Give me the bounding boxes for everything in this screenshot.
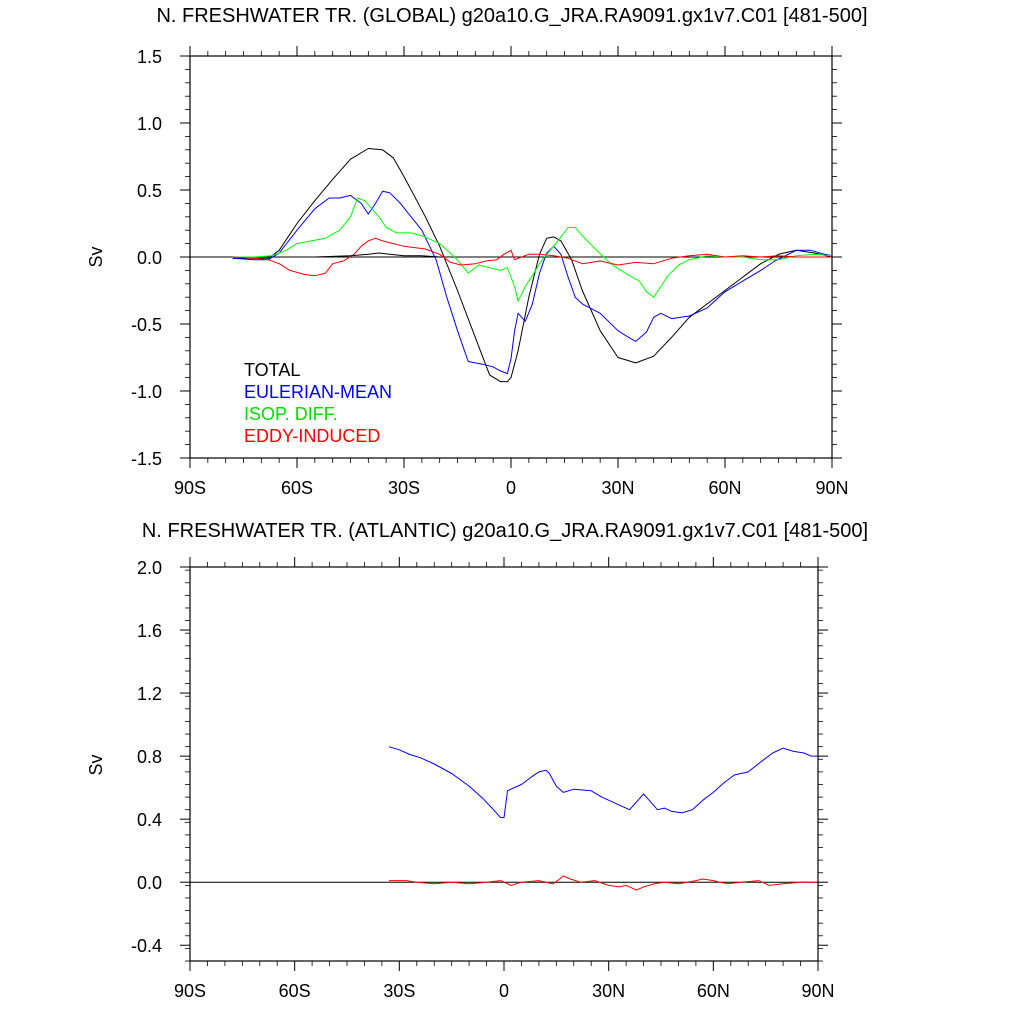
x-tick-label: 90N (801, 981, 834, 1001)
y-tick-label: 1.6 (137, 621, 162, 641)
y-tick-label: 0.4 (137, 810, 162, 830)
series-line-4 (314, 252, 440, 258)
x-tick-label: 0 (499, 981, 509, 1001)
x-tick-label: 60N (708, 478, 741, 498)
atlantic-ticks (180, 557, 828, 971)
x-tick-label: 90N (815, 478, 848, 498)
y-tick-label: 1.0 (137, 114, 162, 134)
y-tick-label: -1.0 (131, 382, 162, 402)
x-tick-label: 60N (697, 981, 730, 1001)
global-title: N. FRESHWATER TR. (GLOBAL) g20a10.G_JRA.… (156, 5, 867, 27)
x-tick-label: 60S (279, 981, 311, 1001)
global-frame (189, 55, 833, 459)
global-ticks (180, 46, 842, 468)
x-tick-label: 30S (388, 478, 420, 498)
series-isop-diff (232, 197, 833, 302)
global-legend: TOTAL EULERIAN-MEAN ISOP. DIFF. EDDY-IND… (244, 360, 392, 446)
atlantic-panel: N. FRESHWATER TR. (ATLANTIC) g20a10.G_JR… (86, 520, 868, 1001)
atlantic-frame (189, 566, 819, 962)
x-tick-label: 30N (601, 478, 634, 498)
legend-eddy-induced: EDDY-INDUCED (244, 426, 380, 446)
x-tick-label: 30N (592, 981, 625, 1001)
y-tick-label: 0.0 (137, 873, 162, 893)
x-tick-label: 30S (383, 981, 415, 1001)
global-plot-area (190, 148, 833, 383)
series-line-0 (388, 746, 818, 819)
y-tick-label: 1.2 (137, 684, 162, 704)
y-tick-label: -1.5 (131, 449, 162, 469)
x-tick-label: 60S (281, 478, 313, 498)
y-tick-label: 0.0 (137, 248, 162, 268)
global-panel: N. FRESHWATER TR. (GLOBAL) g20a10.G_JRA.… (86, 5, 868, 498)
x-tick-label: 0 (506, 478, 516, 498)
y-tick-label: 0.8 (137, 747, 162, 767)
legend-total: TOTAL (244, 360, 300, 380)
legend-eulerian-mean: EULERIAN-MEAN (244, 382, 392, 402)
y-tick-label: -0.5 (131, 315, 162, 335)
y-tick-label: 1.5 (137, 47, 162, 67)
atlantic-title: N. FRESHWATER TR. (ATLANTIC) g20a10.G_JR… (142, 520, 868, 542)
y-tick-label: -0.4 (131, 936, 162, 956)
series-eulerian-mean (232, 190, 833, 375)
atlantic-plot-area (190, 746, 818, 891)
y-tick-label: 2.0 (137, 558, 162, 578)
series-line-1 (388, 875, 818, 891)
y-tick-label: 0.5 (137, 181, 162, 201)
x-tick-label: 90S (174, 981, 206, 1001)
x-tick-label: 90S (174, 478, 206, 498)
legend-isop-diff: ISOP. DIFF. (244, 404, 338, 424)
global-ylabel: Sv (86, 246, 106, 267)
atlantic-ylabel: Sv (86, 754, 106, 775)
series-total (232, 148, 833, 383)
atlantic-tick-labels: 90S 60S 30S 0 30N 60N 90N -0.4 0.0 0.4 0.8 1.2 1.6 2.… (131, 558, 835, 1001)
global-tick-labels: 90S 60S 30S 0 30N 60N 90N -1.5 -1.0 -0.5 0.0 0.5 1.0… (131, 47, 849, 498)
series-eddy-induced (232, 237, 832, 277)
